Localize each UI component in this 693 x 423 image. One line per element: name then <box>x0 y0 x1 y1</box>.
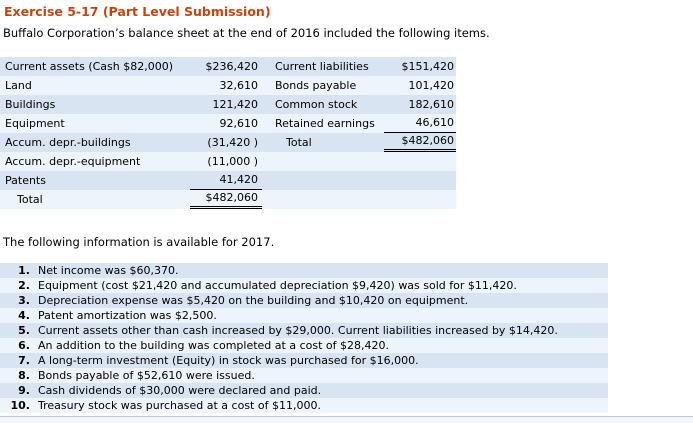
next-section-divider <box>0 416 693 423</box>
table-row: Current assets (Cash $82,000) $236,420 C… <box>0 57 456 76</box>
item-number: 4. <box>18 309 30 322</box>
item-number: 6. <box>18 339 30 352</box>
asset-value: 92,610 <box>219 117 259 130</box>
item-text: Equipment (cost $21,420 and accumulated … <box>38 279 517 292</box>
item-text: An addition to the building was complete… <box>38 339 389 352</box>
item-text: Patent amortization was $2,500. <box>38 309 217 322</box>
table-row: Buildings 121,420 Common stock 182,610 <box>0 95 456 114</box>
asset-label: Equipment <box>5 117 65 130</box>
list-item: 3. Depreciation expense was $5,420 on th… <box>0 293 608 308</box>
intro-text: Buffalo Corporation’s balance sheet at t… <box>3 26 490 40</box>
table-row: Accum. depr.-buildings (31,420 ) Total $… <box>0 133 456 152</box>
table-row: Land 32,610 Bonds payable 101,420 <box>0 76 456 95</box>
item-text: Net income was $60,370. <box>38 264 179 277</box>
asset-value: (31,420 ) <box>207 136 258 149</box>
liability-label: Bonds payable <box>275 79 357 92</box>
liability-label: Common stock <box>275 98 358 111</box>
notes-list: 1. Net income was $60,370. 2. Equipment … <box>0 263 608 413</box>
table-row: Patents 41,420 <box>0 171 456 190</box>
list-item: 9. Cash dividends of $30,000 were declar… <box>0 383 608 398</box>
liability-value <box>384 152 456 171</box>
item-text: Bonds payable of $52,610 were issued. <box>38 369 255 382</box>
list-item: 4. Patent amortization was $2,500. <box>0 308 608 323</box>
list-item: 5. Current assets other than cash increa… <box>0 323 608 338</box>
list-item: 8. Bonds payable of $52,610 were issued. <box>0 368 608 383</box>
liability-value <box>384 190 456 209</box>
list-item: 6. An addition to the building was compl… <box>0 338 608 353</box>
liability-label <box>262 152 384 171</box>
page-title: Exercise 5-17 (Part Level Submission) <box>4 4 271 19</box>
item-number: 3. <box>18 294 30 307</box>
liability-total-value: $482,060 <box>384 133 456 152</box>
liability-label: Current liabilities <box>275 60 369 73</box>
asset-value: (11,000 ) <box>207 155 258 168</box>
list-item: 10. Treasury stock was purchased at a co… <box>0 398 608 413</box>
item-number: 7. <box>18 354 30 367</box>
item-text: Current assets other than cash increased… <box>38 324 558 337</box>
liability-value: 101,420 <box>408 79 455 92</box>
asset-total-label: Total <box>17 193 43 206</box>
liability-value: 46,610 <box>384 114 456 133</box>
table-row: Total $482,060 <box>0 190 456 209</box>
item-text: A long-term investment (Equity) in stock… <box>38 354 419 367</box>
item-text: Depreciation expense was $5,420 on the b… <box>38 294 469 307</box>
item-number: 2. <box>18 279 30 292</box>
asset-total-value: $482,060 <box>190 190 262 209</box>
table-row: Equipment 92,610 Retained earnings 46,61… <box>0 114 456 133</box>
liability-label <box>262 190 384 209</box>
item-number: 10. <box>10 399 31 412</box>
asset-label: Accum. depr.-equipment <box>5 155 141 168</box>
item-number: 5. <box>18 324 30 337</box>
item-text: Cash dividends of $30,000 were declared … <box>38 384 322 397</box>
asset-value: 121,420 <box>212 98 259 111</box>
liability-value: 182,610 <box>408 98 455 111</box>
asset-label: Current assets (Cash $82,000) <box>5 60 174 73</box>
asset-label: Accum. depr.-buildings <box>5 136 131 149</box>
liability-label <box>262 171 384 190</box>
balance-sheet-table: Current assets (Cash $82,000) $236,420 C… <box>0 57 456 209</box>
asset-value: 32,610 <box>219 79 259 92</box>
table-row: Accum. depr.-equipment (11,000 ) <box>0 152 456 171</box>
list-item: 7. A long-term investment (Equity) in st… <box>0 353 608 368</box>
asset-label: Patents <box>5 174 46 187</box>
asset-label: Buildings <box>5 98 56 111</box>
item-number: 1. <box>18 264 30 277</box>
list-item: 2. Equipment (cost $21,420 and accumulat… <box>0 278 608 293</box>
asset-value: $236,420 <box>205 60 259 73</box>
item-text: Treasury stock was purchased at a cost o… <box>38 399 321 412</box>
asset-label: Land <box>5 79 32 92</box>
asset-value: 41,420 <box>190 171 262 190</box>
info-heading: The following information is available f… <box>3 235 275 249</box>
liability-value <box>384 171 456 190</box>
item-number: 8. <box>18 369 30 382</box>
list-item: 1. Net income was $60,370. <box>0 263 608 278</box>
liability-total-label: Total <box>286 136 312 149</box>
item-number: 9. <box>18 384 30 397</box>
liability-label: Retained earnings <box>275 117 375 130</box>
liability-value: $151,420 <box>401 60 455 73</box>
